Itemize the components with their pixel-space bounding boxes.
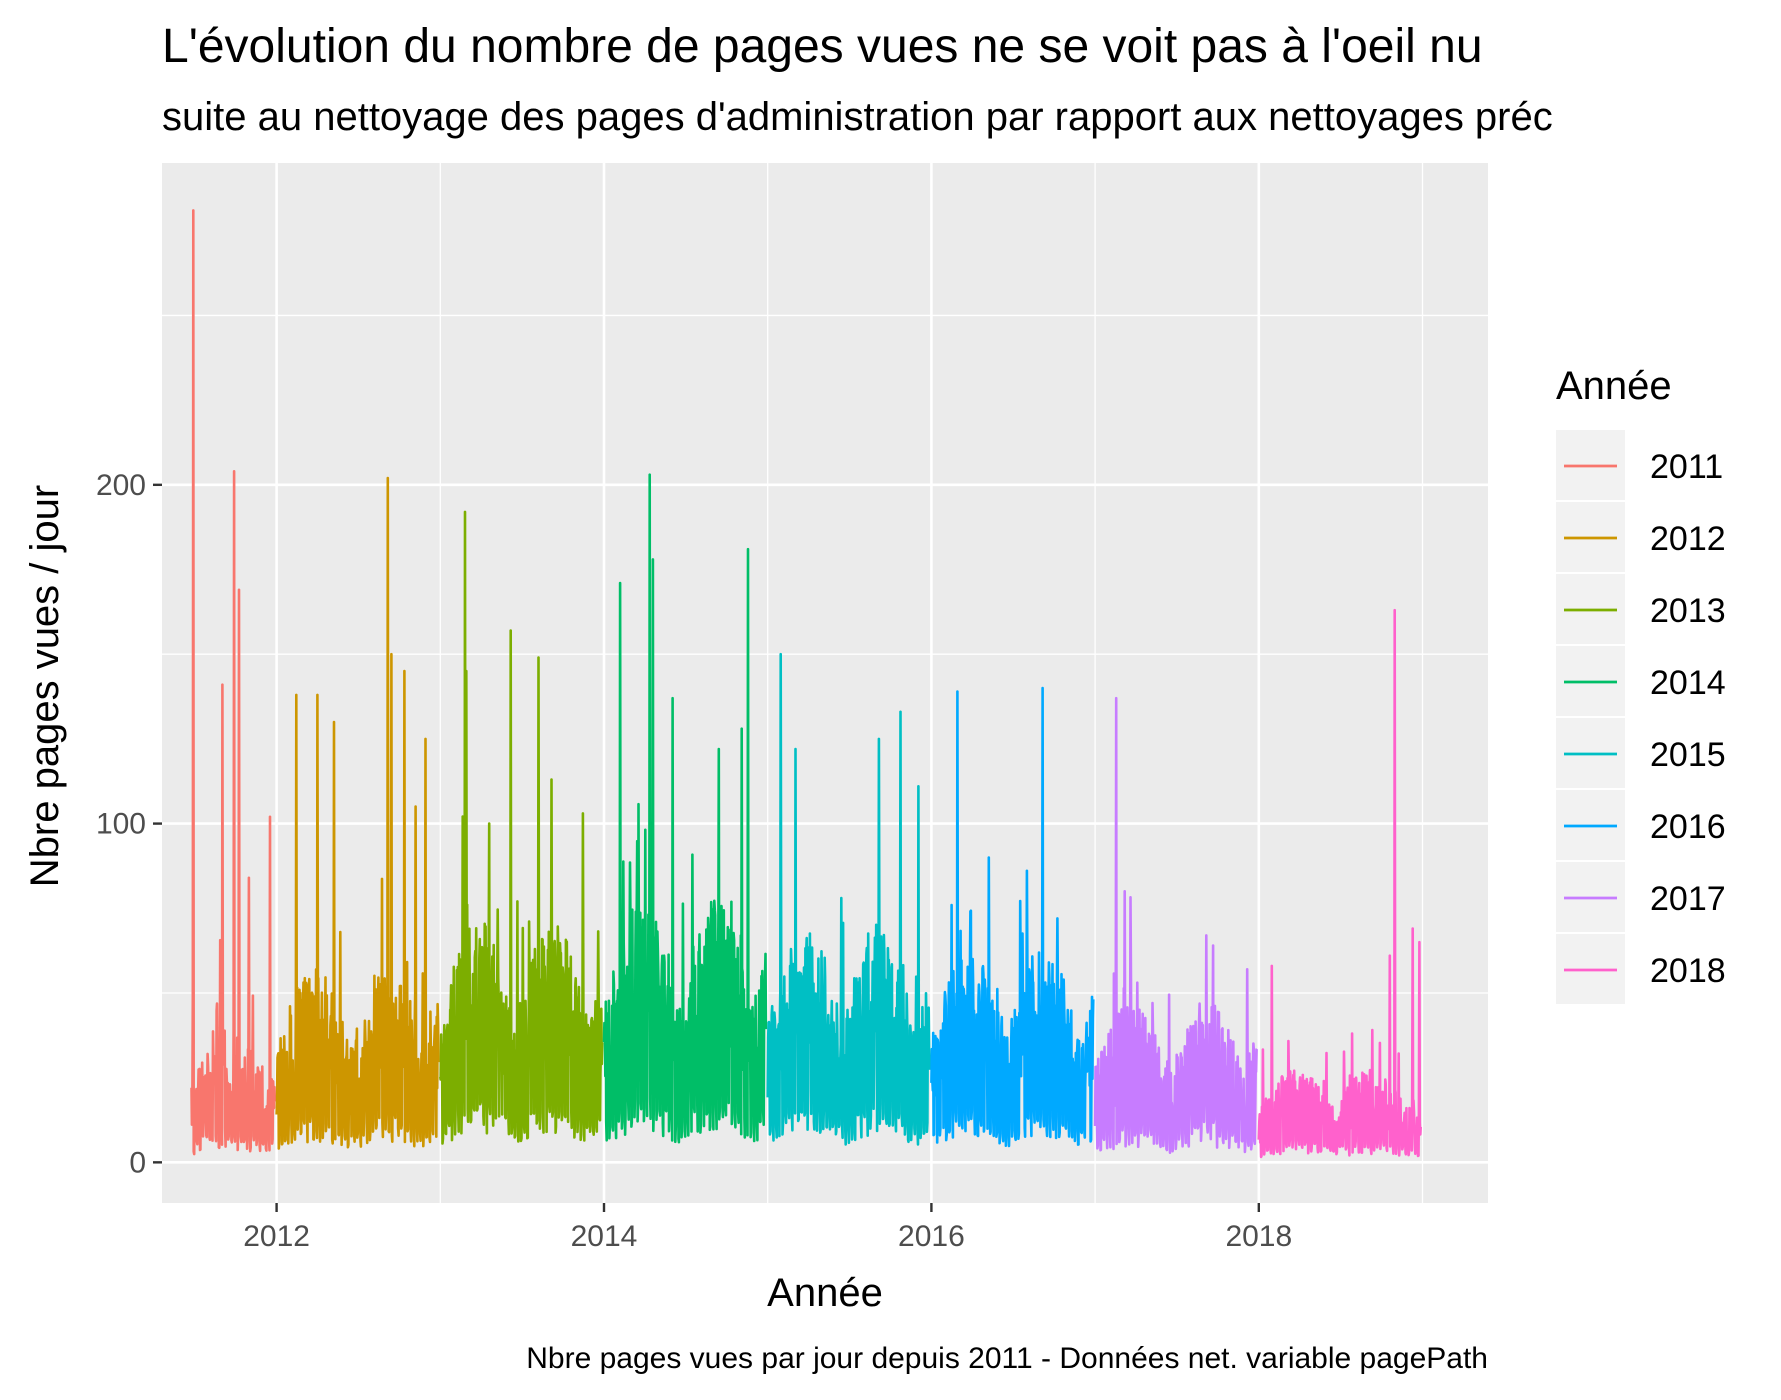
y-tick-label: 200 xyxy=(96,469,146,502)
y-tick-label: 0 xyxy=(129,1146,146,1179)
plot-panel xyxy=(162,163,1488,1203)
legend-label-2015: 2015 xyxy=(1650,736,1726,774)
x-tick-label: 2012 xyxy=(243,1220,310,1253)
legend-label-2017: 2017 xyxy=(1650,880,1726,918)
series-layer xyxy=(190,209,1422,1159)
y-axis-title: Nbre pages vues / jour xyxy=(23,485,67,887)
legend: Année 2011 2012 2013 2014 2015 2016 2017 2018 xyxy=(1556,364,1726,1004)
series-line-2014 xyxy=(602,473,768,1144)
legend-label-2016: 2016 xyxy=(1650,808,1726,846)
series-line-2018 xyxy=(1257,608,1422,1159)
legend-label-2011: 2011 xyxy=(1650,448,1723,486)
y-axis: 0 100 200 xyxy=(96,469,162,1179)
grid-major xyxy=(162,163,1488,1203)
legend-label-2013: 2013 xyxy=(1650,592,1726,630)
x-tick-label: 2014 xyxy=(571,1220,638,1253)
legend-title: Année xyxy=(1556,364,1672,408)
chart-subtitle: suite au nettoyage des pages d'administr… xyxy=(162,95,1553,139)
series-line-2017 xyxy=(1093,696,1259,1154)
y-tick-label: 100 xyxy=(96,808,146,841)
series-line-2016 xyxy=(930,686,1095,1148)
series-line-2013 xyxy=(439,510,604,1145)
chart-caption: Nbre pages vues par jour depuis 2011 - D… xyxy=(526,1342,1488,1375)
legend-label-2018: 2018 xyxy=(1650,952,1726,990)
x-tick-label: 2018 xyxy=(1225,1220,1292,1253)
series-line-2015 xyxy=(766,652,931,1146)
x-axis-title: Année xyxy=(767,1271,883,1315)
legend-label-2012: 2012 xyxy=(1650,520,1726,558)
x-axis: 2012 2014 2016 2018 xyxy=(243,1203,1292,1253)
chart-title: L'évolution du nombre de pages vues ne s… xyxy=(162,20,1483,73)
grid-minor xyxy=(162,163,1488,1203)
legend-label-2014: 2014 xyxy=(1650,664,1726,702)
x-tick-label: 2016 xyxy=(898,1220,965,1253)
series-line-2011 xyxy=(190,209,277,1156)
series-line-2012 xyxy=(275,476,440,1150)
